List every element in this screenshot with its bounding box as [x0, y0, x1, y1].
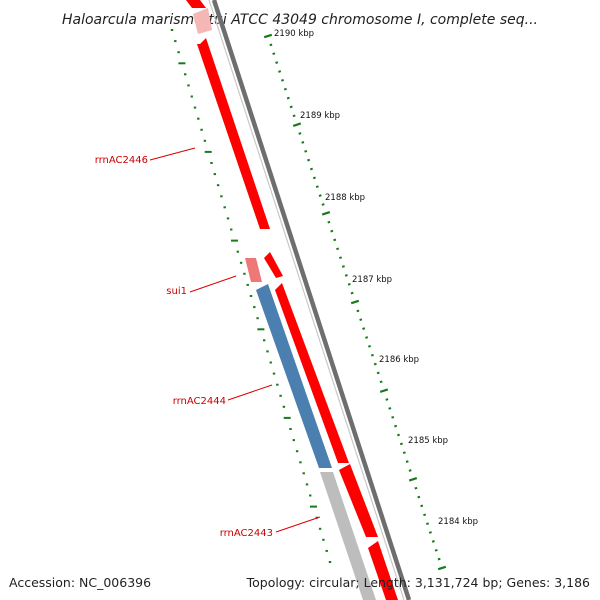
gene-label-rrnAC2443[interactable]: rrnAC2443: [220, 528, 273, 539]
gene-rrnAC2446[interactable]: [197, 38, 270, 229]
gene-rrnAC2444[interactable]: [256, 284, 332, 468]
minor-tick: [402, 451, 406, 455]
minor-tick: [367, 344, 372, 348]
minor-tick: [307, 158, 311, 162]
major-tick: [263, 33, 273, 39]
backbone-inner: [208, 0, 405, 600]
minor-tick: [321, 203, 325, 206]
minor-tick: [312, 176, 316, 180]
minor-tick: [385, 398, 389, 401]
minor-tick: [301, 141, 305, 144]
tick-label-2185: 2185 kbp: [408, 436, 448, 446]
minor-tick: [327, 220, 331, 224]
minor-tick: [405, 460, 409, 463]
minor-tick: [269, 43, 273, 47]
minor-tick: [304, 149, 308, 153]
tick-track: [263, 33, 447, 571]
gene-sui1[interactable]: [245, 258, 262, 282]
minor-tick: [272, 52, 276, 56]
backbone-outer: [211, 0, 412, 600]
minor-tick: [309, 167, 314, 171]
gene-inner-3: [339, 464, 378, 537]
minor-tick: [298, 132, 302, 135]
minor-tick: [420, 504, 424, 508]
gene-inner-1: [264, 252, 283, 278]
gene-inner-2: [275, 283, 349, 463]
callout-rrnAC2446: [149, 147, 196, 161]
minor-tick: [278, 70, 282, 73]
tick-label-2189: 2189 kbp: [300, 111, 340, 121]
minor-tick: [280, 78, 285, 82]
minor-tick: [365, 336, 369, 339]
minor-tick: [399, 442, 403, 446]
tick-label-2184: 2184 kbp: [438, 517, 478, 527]
minor-tick: [283, 87, 287, 91]
gene-top-edge: [186, 0, 206, 8]
gene-label-sui1[interactable]: sui1: [166, 286, 187, 297]
map-title: Haloarcula marismortui ATCC 43049 chromo…: [62, 12, 538, 28]
tick-label-2188: 2188 kbp: [325, 193, 365, 203]
minor-tick: [350, 291, 354, 295]
minor-tick: [341, 265, 345, 268]
minor-tick: [315, 185, 319, 189]
minor-tick: [376, 371, 380, 375]
major-tick: [350, 299, 360, 305]
minor-tick: [396, 433, 401, 437]
minor-tick: [428, 531, 432, 534]
minor-tick: [379, 380, 383, 384]
gene-label-rrnAC2444[interactable]: rrnAC2444: [173, 396, 226, 407]
minor-tick: [414, 486, 418, 490]
minor-tick: [431, 540, 435, 543]
minor-tick: [333, 238, 337, 242]
gene-label-rrnAC2446[interactable]: rrnAC2446: [95, 155, 148, 166]
genome-summary-text: Topology: circular; Length: 3,131,724 bp…: [246, 575, 590, 590]
minor-tick: [391, 415, 395, 419]
tick-label-2190: 2190 kbp: [274, 29, 314, 39]
tick-label-2186: 2186 kbp: [379, 355, 419, 365]
callout-rrnAC2444: [227, 384, 273, 401]
minor-tick: [434, 548, 438, 552]
callout-rrnAC2443: [275, 516, 321, 533]
major-tick: [379, 388, 389, 393]
minor-tick: [338, 256, 343, 260]
minor-tick: [373, 362, 377, 366]
minor-tick: [275, 61, 279, 64]
minor-tick: [425, 522, 430, 526]
callout-sui1: [189, 275, 237, 293]
tick-label-2187: 2187 kbp: [352, 275, 392, 285]
major-tick: [321, 211, 331, 216]
minor-tick: [347, 282, 351, 286]
minor-tick: [336, 247, 340, 251]
minor-tick: [330, 229, 334, 233]
gene-top-fade: [193, 8, 212, 34]
minor-tick: [359, 318, 363, 322]
major-tick: [292, 122, 302, 127]
minor-tick: [318, 194, 322, 197]
minor-tick: [388, 407, 392, 410]
minor-tick: [289, 105, 293, 109]
minor-tick: [437, 557, 441, 561]
minor-tick: [292, 114, 296, 118]
minor-tick: [423, 513, 427, 517]
minor-tick: [344, 274, 348, 277]
minor-tick: [370, 353, 374, 357]
minor-tick: [394, 424, 398, 428]
tick-labels: 2190 kbp 2189 kbp 2188 kbp 2187 kbp 2186…: [274, 29, 478, 527]
major-tick: [437, 565, 447, 571]
minor-tick: [286, 96, 290, 100]
minor-tick: [417, 495, 421, 499]
gene-inner-4: [368, 541, 398, 600]
minor-tick: [408, 469, 412, 472]
gene-rrnAC2443[interactable]: [320, 472, 376, 600]
minor-tick: [356, 309, 360, 313]
minor-tick: [362, 327, 366, 330]
major-tick: [408, 477, 418, 482]
inner-tick-track: [170, 29, 332, 563]
accession-text: Accession: NC_006396: [9, 575, 152, 590]
